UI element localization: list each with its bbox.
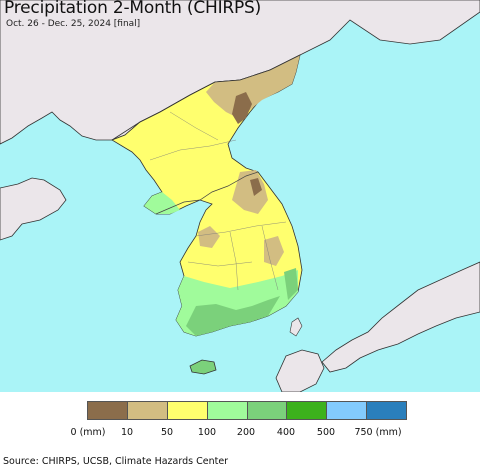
legend-label-0: 0 (mm) [70,427,106,438]
legend-swatch-750-plus [367,402,406,419]
legend-label-100: 100 [197,427,217,438]
map-svg [0,0,480,392]
legend-label-10: 10 [120,427,134,438]
map-subtitle: Oct. 26 - Dec. 25, 2024 [final] [6,19,141,29]
tsushima-island [289,317,303,337]
legend-swatch-200-400 [247,402,288,419]
legend-label-200: 200 [236,427,256,438]
legend-swatch-10-50 [127,402,168,419]
legend-swatch-400-500 [287,402,328,419]
map-title: Precipitation 2-Month (CHIRPS) [4,0,262,18]
dry-patch-south [264,236,284,266]
dry-zone-north [206,55,300,118]
legend-label-750: 750 (mm) [354,427,402,438]
source-credit: Source: CHIRPS, UCSB, Climate Hazards Ce… [3,456,229,467]
wetter-zone-south [186,296,280,336]
legend-swatch-0-10 [88,402,128,419]
jeju-island [189,359,217,375]
wetter-zone-southeast [284,268,298,300]
legend-labels: 0 (mm) 10 50 100 200 400 500 750 (mm) [0,427,480,441]
legend-label-50: 50 [160,427,174,438]
province-lines [149,111,287,291]
dmz-border [155,171,259,215]
precipitation-map [0,0,480,392]
very-dry-zone-north [232,92,252,124]
legend-label-500: 500 [316,427,336,438]
legend-swatch-500-750 [327,402,368,419]
china-korea-border [111,54,301,141]
very-dry-zone-central [250,178,262,196]
color-legend [87,401,407,420]
japan-kyushu [275,349,325,392]
japan-honshu [321,261,480,373]
shandong-peninsula [0,177,67,241]
wet-zone-west-coast [144,192,180,214]
dry-patch-southwest [198,226,220,248]
legend-swatch-100-200 [207,402,248,419]
legend-swatch-50-100 [167,402,208,419]
legend-label-400: 400 [276,427,296,438]
